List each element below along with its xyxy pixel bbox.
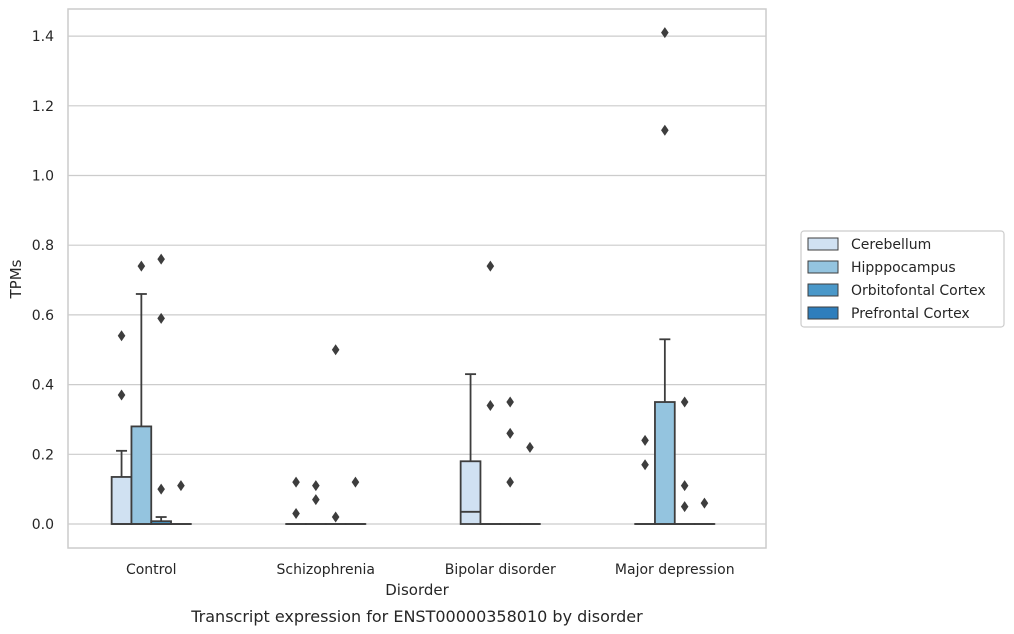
y-axis-ticks: 0.0 0.2 0.4 0.6 0.8 1.0 1.2 1.4 xyxy=(32,29,54,533)
y-tick-label: 0.2 xyxy=(32,447,54,463)
outlier-point xyxy=(680,396,689,408)
legend-label: Hipppocampus xyxy=(851,260,956,276)
box-group xyxy=(634,434,656,525)
x-tick-label: Bipolar disorder xyxy=(445,562,556,578)
y-tick-label: 0.4 xyxy=(32,378,54,394)
plot-frame xyxy=(67,8,767,549)
outlier-point xyxy=(157,253,165,265)
chart-caption: Transcript expression for ENST0000035801… xyxy=(190,607,643,626)
outlier-point xyxy=(506,396,514,408)
box-group xyxy=(673,396,696,525)
x-tick-label: Schizophrenia xyxy=(277,562,375,578)
outlier-point xyxy=(486,260,495,272)
outlier-point xyxy=(526,441,534,453)
outlier-point xyxy=(117,389,126,401)
outlier-point xyxy=(292,508,300,520)
box-group xyxy=(170,480,192,525)
x-axis-ticks: Control Schizophrenia Bipolar disorder Majo… xyxy=(126,562,735,578)
y-axis-label: TPMs xyxy=(7,259,25,299)
box-group xyxy=(693,497,716,525)
outlier-point xyxy=(351,476,360,488)
outlier-point xyxy=(157,312,165,324)
y-tick-label: 1.4 xyxy=(32,29,54,45)
legend-entry: Cerebellum xyxy=(807,237,931,253)
x-tick-label: Major depression xyxy=(615,562,735,578)
outlier-point xyxy=(312,480,320,492)
legend-frame xyxy=(800,230,1005,328)
outlier-point xyxy=(700,497,709,509)
x-axis-label: Disorder xyxy=(385,581,449,599)
legend-swatch xyxy=(807,260,839,274)
legend-swatch xyxy=(807,283,839,297)
outlier-point xyxy=(661,124,669,136)
legend-swatch xyxy=(807,237,839,251)
box-group xyxy=(654,27,676,525)
box-group xyxy=(459,373,482,525)
outlier-point xyxy=(680,501,689,513)
outlier-point xyxy=(312,494,320,506)
legend: Cerebellum Hipppocampus Orbitofontal Corte… xyxy=(800,230,1005,328)
box xyxy=(654,401,676,525)
legend-entry: Hipppocampus xyxy=(807,260,956,276)
y-tick-label: 0.6 xyxy=(32,308,54,324)
legend-label: Orbitofontal Cortex xyxy=(851,283,986,299)
y-gridlines xyxy=(68,35,766,525)
outlier-point xyxy=(331,511,340,523)
outlier-point xyxy=(486,400,495,412)
y-tick-label: 1.0 xyxy=(32,169,54,185)
outlier-point xyxy=(680,480,689,492)
legend-label: Prefrontal Cortex xyxy=(851,306,970,322)
box-group xyxy=(110,330,133,525)
box xyxy=(459,460,482,525)
legend-entry: Orbitofontal Cortex xyxy=(807,283,986,299)
outlier-point xyxy=(177,480,185,492)
outlier-point xyxy=(117,330,126,342)
outlier-point xyxy=(506,427,514,439)
x-tick-label: Control xyxy=(126,562,177,578)
box-group xyxy=(285,476,307,525)
outlier-point xyxy=(137,260,146,272)
outlier-point xyxy=(661,27,669,39)
box-group xyxy=(305,480,327,525)
box-group xyxy=(344,476,367,525)
box-group xyxy=(324,344,347,525)
box xyxy=(110,476,133,525)
box xyxy=(130,425,153,525)
legend-label: Cerebellum xyxy=(851,237,931,253)
box-group xyxy=(519,441,541,525)
box-group xyxy=(150,253,172,525)
box-group xyxy=(130,260,153,525)
y-tick-label: 0.8 xyxy=(32,238,54,254)
box-group xyxy=(499,396,521,525)
box-group xyxy=(479,260,502,525)
box-plot-marks xyxy=(110,27,716,525)
legend-swatch xyxy=(807,306,839,320)
outlier-point xyxy=(641,459,649,471)
y-tick-label: 1.2 xyxy=(32,99,54,115)
outlier-point xyxy=(506,476,514,488)
y-tick-label: 0.0 xyxy=(32,517,54,533)
outlier-point xyxy=(641,434,649,446)
outlier-point xyxy=(292,476,300,488)
outlier-point xyxy=(331,344,340,356)
outlier-point xyxy=(157,483,165,495)
legend-entry: Prefrontal Cortex xyxy=(807,306,970,322)
